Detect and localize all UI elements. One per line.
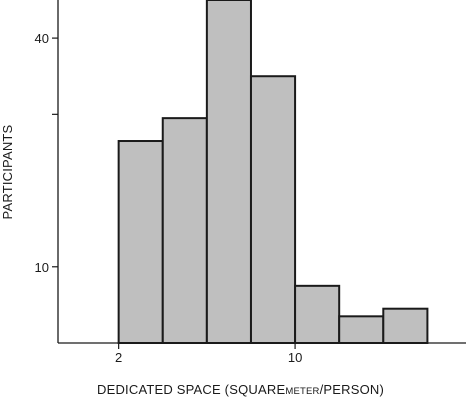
x-axis-title: DEDICATED SPACE (SQUAREMETER/PERSON) bbox=[97, 382, 384, 397]
x-axis-title-unit: METER bbox=[285, 386, 319, 397]
y-axis-title: PARTICIPANTS bbox=[0, 124, 15, 219]
bar-3 bbox=[205, 0, 252, 344]
x-tick-label: 2 bbox=[115, 350, 122, 365]
bar-6 bbox=[338, 315, 385, 345]
bar-7 bbox=[382, 307, 429, 345]
ticks-group: 10 40 2 10 bbox=[35, 31, 303, 365]
bars-group bbox=[117, 0, 429, 345]
bar-1 bbox=[117, 140, 164, 344]
bar-5 bbox=[294, 284, 341, 345]
x-tick-label: 10 bbox=[288, 350, 302, 365]
x-axis-title-part-1: DEDICATED SPACE (SQUARE bbox=[97, 382, 285, 397]
y-tick-label: 40 bbox=[35, 31, 49, 46]
bar-2 bbox=[161, 117, 208, 345]
y-tick-label: 10 bbox=[35, 260, 49, 275]
axes-group bbox=[57, 0, 466, 344]
x-axis-title-part-2: /PERSON) bbox=[320, 382, 384, 397]
bar-4 bbox=[249, 75, 297, 344]
